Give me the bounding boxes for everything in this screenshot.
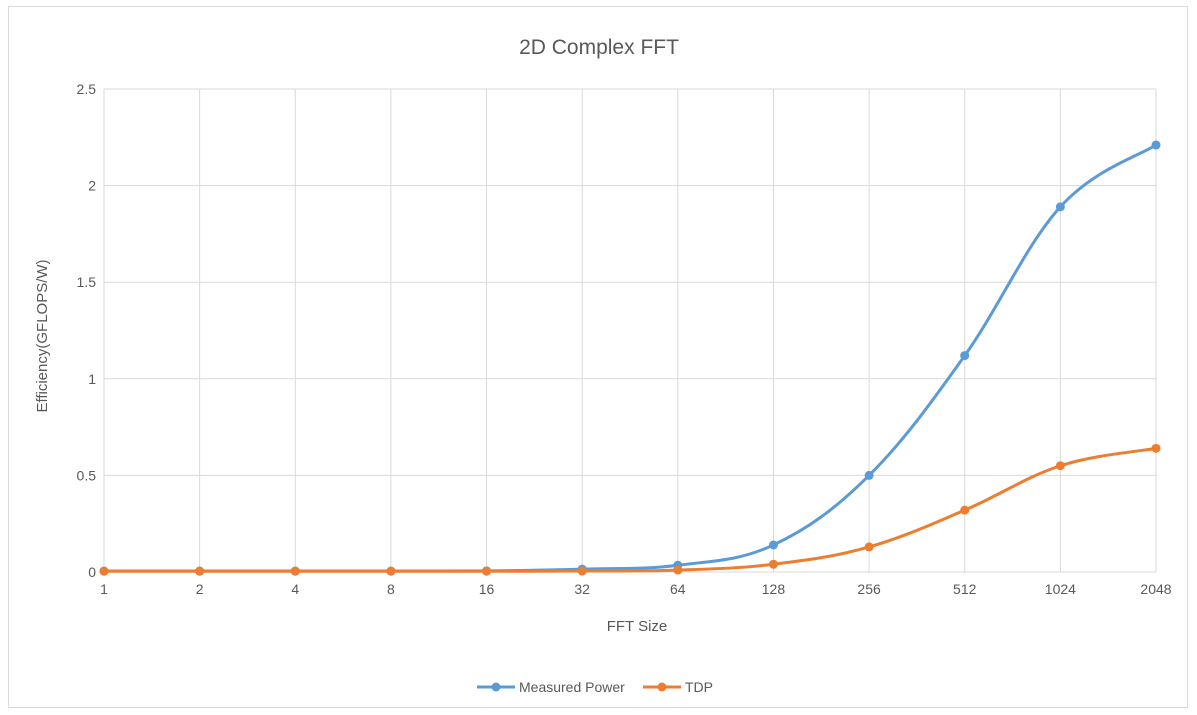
x-tick-label: 2 xyxy=(196,581,204,597)
x-tick-label: 512 xyxy=(953,581,977,597)
data-point xyxy=(1151,443,1161,453)
data-point xyxy=(482,566,492,576)
x-axis-label: FFT Size xyxy=(607,618,668,635)
data-point xyxy=(1055,461,1065,471)
legend: Measured Power TDP xyxy=(477,679,713,695)
x-tick-label: 256 xyxy=(857,581,881,597)
data-point xyxy=(864,470,874,480)
x-tick-label: 64 xyxy=(670,581,686,597)
x-tick-label: 1 xyxy=(100,581,108,597)
series-tdp xyxy=(99,443,1161,576)
x-tick-label: 8 xyxy=(387,581,395,597)
series-line xyxy=(102,143,1158,573)
data-point xyxy=(960,505,970,515)
y-tick-label: 1.5 xyxy=(77,274,97,290)
chart-svg: 2D Complex FFT 0 0.5 1 1.5 2 2.5 1 2 4 8 16 32 64 12… xyxy=(34,36,1172,695)
x-tick-label: 4 xyxy=(291,581,299,597)
y-tick-label: 1 xyxy=(88,371,96,387)
data-point xyxy=(577,566,587,576)
data-point xyxy=(1151,140,1161,150)
legend-swatch-marker xyxy=(491,682,501,692)
y-tick-label: 2 xyxy=(88,178,96,194)
y-tick-label: 2.5 xyxy=(77,81,97,97)
chart-frame: 2D Complex FFT 0 0.5 1 1.5 2 2.5 1 2 4 8 16 32 64 12… xyxy=(8,6,1188,708)
data-point xyxy=(290,566,300,576)
x-tick-label: 32 xyxy=(574,581,590,597)
data-point xyxy=(673,565,683,575)
chart-title: 2D Complex FFT xyxy=(519,36,679,59)
y-tick-label: 0.5 xyxy=(77,467,97,483)
legend-entry: TDP xyxy=(643,679,713,695)
data-point xyxy=(864,542,874,552)
legend-swatch-marker xyxy=(657,682,667,692)
series-layer xyxy=(99,140,1161,576)
series-line xyxy=(102,446,1158,573)
y-tick-labels: 0 0.5 1 1.5 2 2.5 xyxy=(77,81,97,580)
legend-label: TDP xyxy=(685,679,713,695)
legend-entry: Measured Power xyxy=(477,679,625,695)
grid-layer xyxy=(103,88,1157,573)
data-point xyxy=(386,566,396,576)
data-point xyxy=(195,566,205,576)
data-point xyxy=(960,351,970,361)
data-point xyxy=(99,566,109,576)
data-point xyxy=(768,559,778,569)
x-tick-label: 128 xyxy=(762,581,786,597)
y-axis-label: Efficiency(GFLOPS/W) xyxy=(34,259,51,412)
data-point xyxy=(1055,202,1065,212)
x-tick-label: 1024 xyxy=(1045,581,1076,597)
x-tick-label: 16 xyxy=(479,581,495,597)
data-point xyxy=(768,540,778,550)
x-tick-label: 2048 xyxy=(1140,581,1171,597)
series-measured-power xyxy=(99,140,1161,576)
x-tick-labels: 1 2 4 8 16 32 64 128 256 512 1024 2048 xyxy=(100,581,1172,597)
y-tick-label: 0 xyxy=(88,564,96,580)
legend-label: Measured Power xyxy=(519,679,625,695)
